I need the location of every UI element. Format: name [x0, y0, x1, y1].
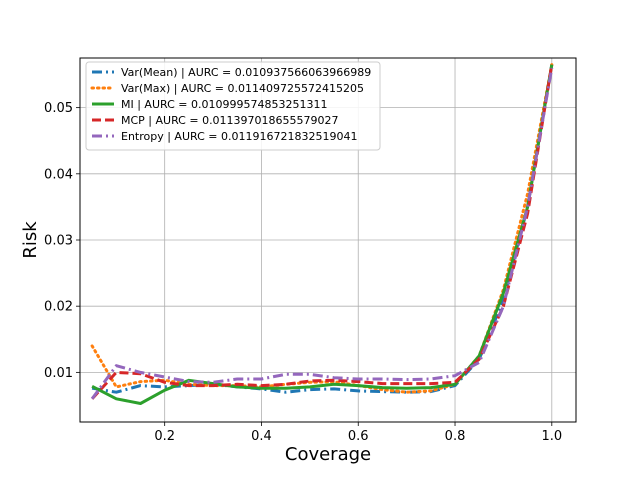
y-tick-label: 0.03 — [44, 234, 73, 249]
y-tick-label: 0.02 — [44, 300, 73, 315]
y-tick-label: 0.04 — [44, 167, 73, 182]
y-tick-label: 0.05 — [44, 101, 73, 116]
legend-label-0: Var(Mean) | AURC = 0.010937566063966989 — [121, 66, 371, 79]
x-tick-label: 0.2 — [154, 429, 175, 444]
legend-label-4: Entropy | AURC = 0.011916721832519041 — [121, 130, 357, 143]
x-tick-label: 0.8 — [445, 429, 466, 444]
legend-label-3: MCP | AURC = 0.011397018655579027 — [121, 114, 339, 127]
series-line-2 — [91, 64, 554, 405]
y-tick-label: 0.01 — [44, 366, 73, 381]
legend-label-2: MI | AURC = 0.010999574853251311 — [121, 98, 327, 111]
axis-ticks: 0.2 0.4 0.6 0.8 1.0 0.01 0.02 0.03 0.04 0.05 — [44, 101, 562, 444]
series-line-4 — [90, 67, 554, 400]
legend-frame — [85, 61, 381, 151]
x-axis-label: Coverage — [285, 444, 371, 465]
grid-lines — [80, 58, 576, 422]
x-tick-label: 0.6 — [348, 429, 369, 444]
y-axis-label: Risk — [20, 221, 41, 259]
x-tick-label: 0.4 — [251, 429, 272, 444]
legend: Var(Mean) | AURC = 0.010937566063966989 V… — [85, 61, 381, 151]
series-lines — [90, 63, 554, 405]
legend-label-1: Var(Max) | AURC = 0.011409725572415205 — [121, 82, 364, 95]
x-tick-label: 1.0 — [541, 429, 562, 444]
